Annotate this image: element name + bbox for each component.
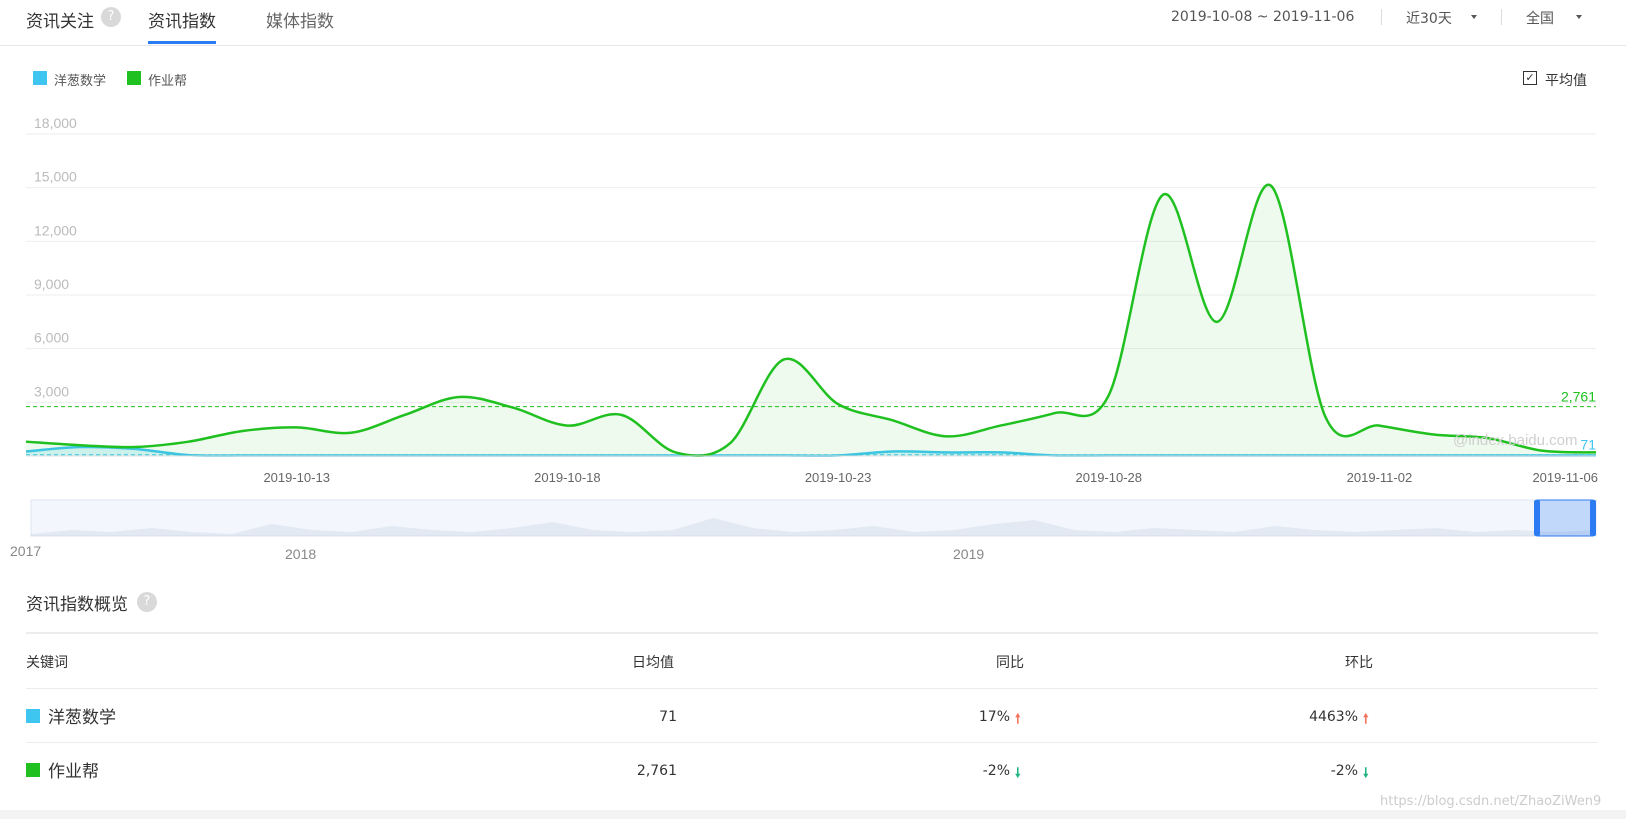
chevron-down-icon — [1576, 15, 1582, 19]
tab-media-index[interactable]: 媒体指数 — [266, 12, 334, 32]
section-title: 资讯关注 — [26, 12, 94, 32]
y-tick-label: 9,000 — [34, 276, 69, 292]
divider — [26, 688, 1598, 689]
row-keyword: 作业帮 — [48, 762, 99, 782]
y-tick-label: 6,000 — [34, 330, 69, 346]
x-tick-label: 2019-11-02 — [1347, 470, 1413, 485]
arrow-down-icon: 🠗 — [1015, 766, 1021, 781]
arrow-up-icon: 🠕 — [1015, 712, 1021, 727]
y-tick-label: 18,000 — [34, 115, 77, 131]
x-tick-label: 2019-10-13 — [263, 470, 330, 485]
date-range[interactable]: 2019-10-08 ~ 2019-11-06 — [1171, 9, 1355, 25]
divider — [26, 742, 1598, 743]
header-mom: 环比 — [1345, 655, 1373, 671]
average-label-1: 2,761 — [1561, 389, 1596, 405]
divider — [1381, 9, 1382, 25]
active-tab-indicator — [148, 41, 216, 44]
chart-watermark: @index.baidu.com — [1453, 432, 1577, 449]
row-yoy: 17% — [978, 709, 1010, 725]
header-yoy: 同比 — [996, 655, 1024, 671]
average-label: 平均值 — [1545, 73, 1587, 89]
chart-area: 3,000 6,000 9,000 12,000 15,000 18,000 71 2,761… — [10, 115, 1598, 560]
y-tick-label: 12,000 — [34, 222, 77, 238]
navigator-profile — [31, 518, 1596, 536]
header-keyword: 关键词 — [26, 655, 68, 671]
overview-title: 资讯指数概览 — [26, 595, 128, 615]
navigator-year-label: 2019 — [953, 546, 984, 560]
help-icon[interactable]: ? — [137, 592, 157, 612]
legend-swatch-yangcong — [33, 71, 47, 85]
y-tick-label: 3,000 — [34, 383, 69, 399]
series-line-1 — [25, 183, 1597, 458]
row-daily-avg: 71 — [659, 709, 677, 725]
legend-item-zuoyebang[interactable]: 作业帮 — [148, 74, 188, 89]
tab-news-index[interactable]: 资讯指数 — [148, 12, 216, 32]
y-tick-label: 15,000 — [34, 169, 77, 185]
navigator-track — [30, 499, 1597, 537]
x-tick-label: 2019-10-28 — [1076, 470, 1143, 485]
divider — [1501, 9, 1502, 25]
row-keyword: 洋葱数学 — [48, 708, 116, 728]
navigator-right-handle[interactable] — [1590, 500, 1596, 536]
navigator-selection — [1536, 499, 1594, 537]
x-tick-label: 2019-10-23 — [805, 470, 872, 485]
header: 资讯关注 ? 资讯指数 媒体指数 2019-10-08 ~ 2019-11-06… — [0, 0, 1626, 46]
row-daily-avg: 2,761 — [636, 763, 677, 779]
x-tick-label: 2019-11-06 — [1532, 470, 1598, 485]
help-icon[interactable]: ? — [101, 7, 121, 27]
footer-bar — [0, 810, 1626, 819]
navigator-year-label: 2017 — [10, 543, 41, 559]
navigator-year-label: 2018 — [285, 546, 316, 560]
row-mom: -2% — [1330, 763, 1358, 779]
row-swatch — [26, 709, 40, 723]
legend-item-yangcong[interactable]: 洋葱数学 — [54, 74, 107, 89]
chevron-down-icon — [1471, 15, 1477, 19]
average-label-0: 71 — [1580, 437, 1596, 453]
row-yoy: -2% — [982, 763, 1010, 779]
divider — [26, 632, 1598, 634]
row-mom: 4463% — [1309, 709, 1358, 725]
region-dropdown[interactable]: 全国 — [1526, 11, 1554, 27]
x-tick-label: 2019-10-18 — [534, 470, 601, 485]
arrow-down-icon: 🠗 — [1363, 766, 1369, 781]
row-swatch — [26, 763, 40, 777]
footer-watermark: https://blog.csdn.net/ZhaoZiWen9 — [1380, 794, 1602, 809]
legend-swatch-zuoyebang — [127, 71, 141, 85]
header-daily-avg: 日均值 — [632, 655, 674, 671]
average-checkbox[interactable]: ✓ — [1523, 71, 1537, 85]
period-dropdown[interactable]: 近30天 — [1406, 11, 1452, 27]
arrow-up-icon: 🠕 — [1363, 712, 1369, 727]
series-area-1 — [26, 184, 1596, 456]
navigator-left-handle[interactable] — [1534, 500, 1540, 536]
